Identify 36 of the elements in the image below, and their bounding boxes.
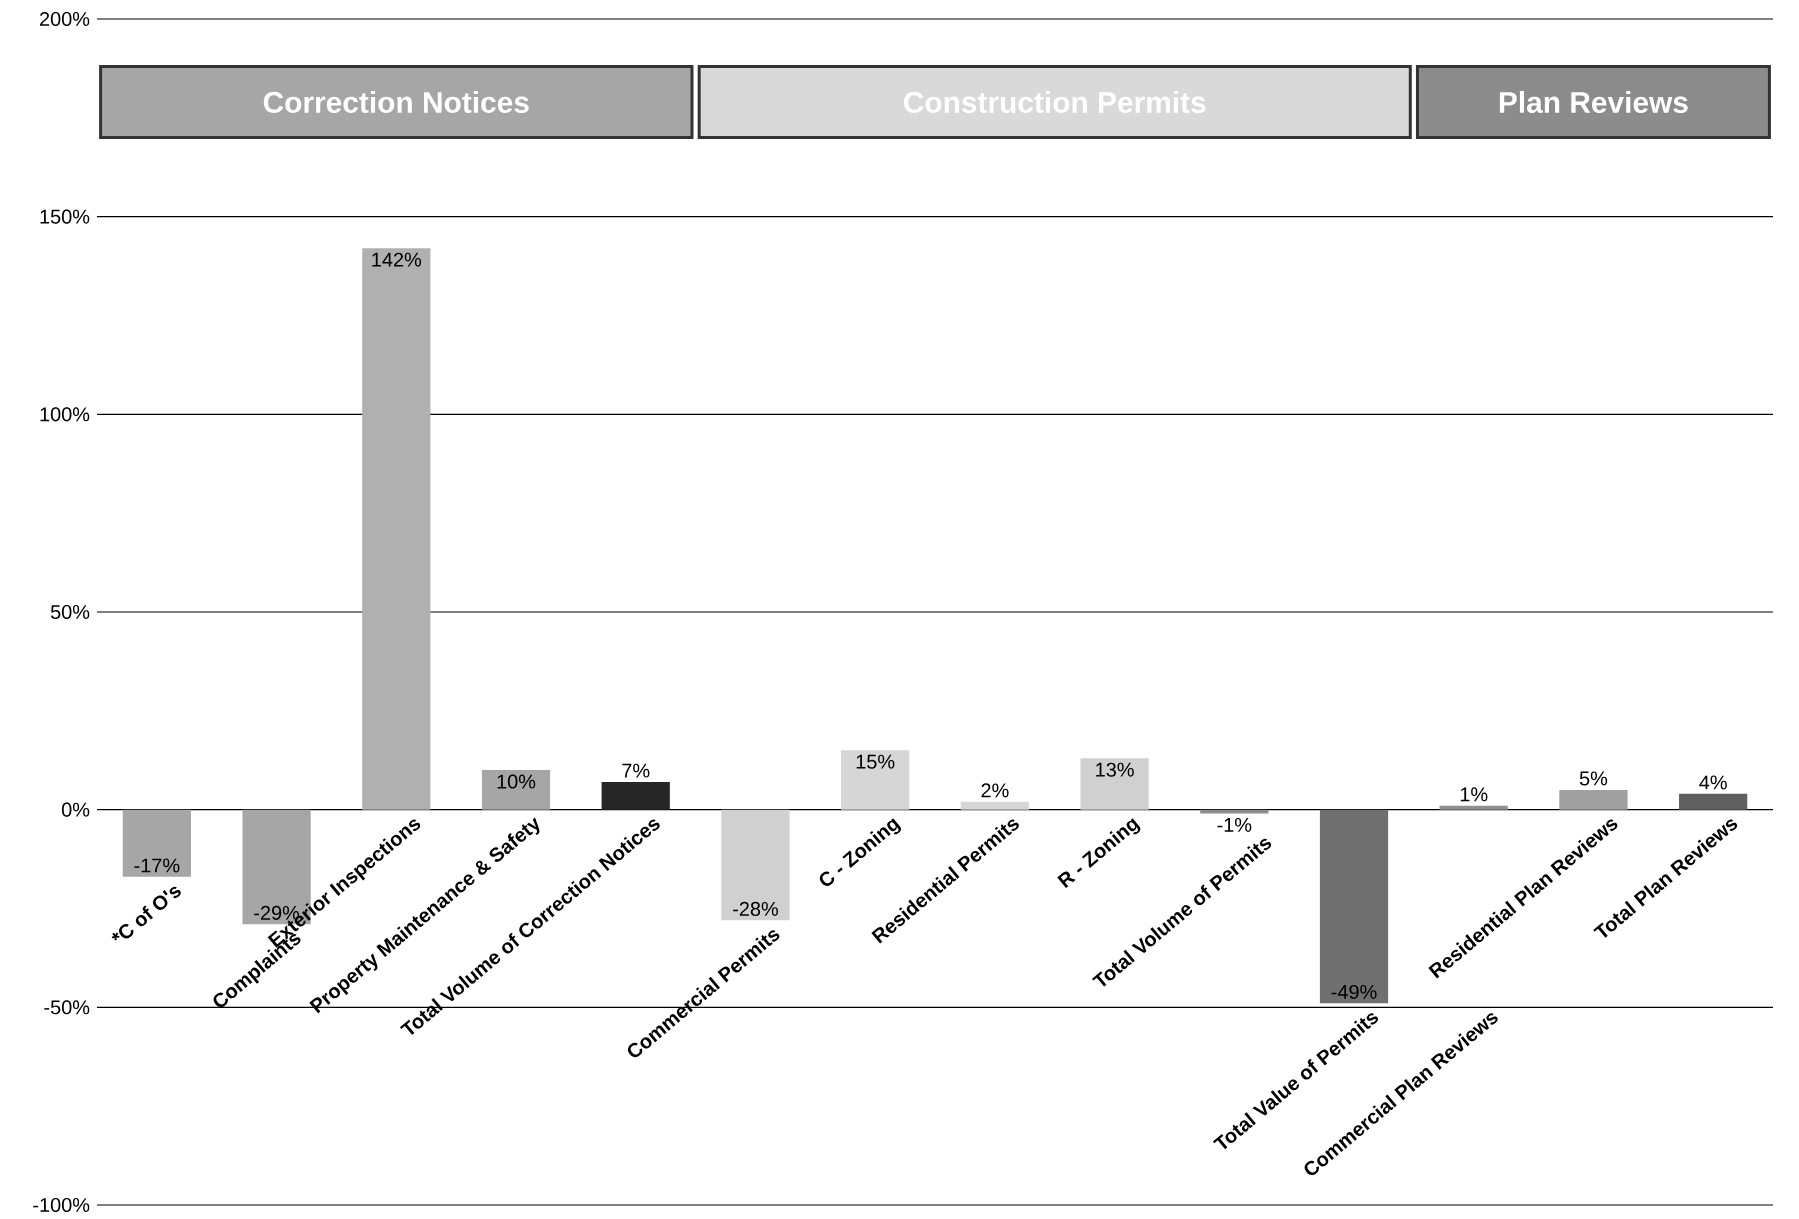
data-label: 15% bbox=[856, 754, 895, 769]
bar bbox=[960, 801, 1029, 810]
bar bbox=[721, 809, 790, 921]
y-tick-label: 150% bbox=[40, 209, 90, 224]
data-label: 5% bbox=[1579, 771, 1608, 786]
y-tick-label: 0% bbox=[61, 802, 90, 817]
annotation: Plan Reviews bbox=[1499, 91, 1688, 114]
bar bbox=[1559, 790, 1628, 810]
bar bbox=[481, 770, 551, 810]
data-label: 1% bbox=[1460, 787, 1488, 802]
data-label: -1% bbox=[1217, 818, 1252, 833]
data-label: -17% bbox=[134, 858, 180, 873]
y-tick-label: 200% bbox=[40, 12, 90, 27]
annotation: Correction Notices bbox=[263, 91, 529, 114]
data-label: -49% bbox=[1331, 985, 1377, 1000]
x-tick-label: *C of O's bbox=[111, 886, 181, 941]
bar bbox=[601, 782, 670, 810]
data-label: 4% bbox=[1699, 775, 1727, 790]
bar bbox=[1679, 794, 1748, 810]
data-label: 7% bbox=[622, 763, 650, 778]
data-label: 2% bbox=[981, 783, 1009, 798]
bar bbox=[841, 750, 910, 810]
y-tick-label: 50% bbox=[50, 605, 90, 620]
bar bbox=[1439, 805, 1508, 810]
data-label: 142% bbox=[372, 252, 422, 267]
y-tick-label: -100% bbox=[33, 1198, 90, 1213]
bar bbox=[1200, 809, 1269, 814]
y-tick-label: 100% bbox=[40, 407, 90, 422]
bar bbox=[122, 809, 191, 878]
bar bbox=[362, 248, 431, 810]
bar bbox=[1080, 758, 1149, 810]
data-label: 13% bbox=[1096, 762, 1134, 777]
y-tick-label: -50% bbox=[44, 1000, 90, 1015]
data-label: -28% bbox=[733, 902, 778, 917]
data-label: 10% bbox=[497, 774, 536, 789]
bar bbox=[1319, 809, 1389, 1004]
